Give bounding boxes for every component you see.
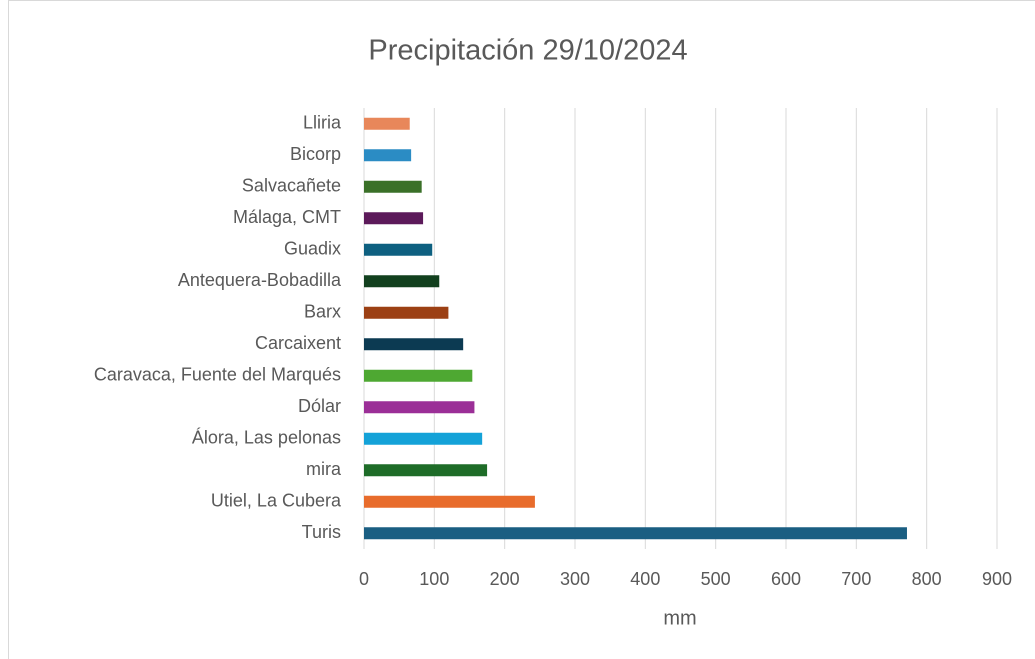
x-tick-label: 500 xyxy=(701,569,731,589)
y-tick-label: Bicorp xyxy=(290,144,341,164)
y-tick-label: Salvacañete xyxy=(242,176,341,196)
bar xyxy=(364,495,535,508)
y-tick-label: Turis xyxy=(302,522,341,542)
bar xyxy=(364,432,483,445)
bar xyxy=(364,527,907,540)
bar xyxy=(364,369,473,382)
bar xyxy=(364,306,449,319)
x-axis-label: mm xyxy=(663,607,696,629)
x-tick-label: 300 xyxy=(560,569,590,589)
y-tick-label: Guadix xyxy=(284,239,341,259)
y-tick-label: Carcaixent xyxy=(255,333,341,353)
bar xyxy=(364,275,440,288)
chart-title: Precipitación 29/10/2024 xyxy=(368,35,687,67)
y-tick-label: Málaga, CMT xyxy=(233,207,341,227)
bar xyxy=(364,338,464,351)
bar xyxy=(364,212,424,225)
x-tick-label: 200 xyxy=(490,569,520,589)
y-tick-label: Álora, Las pelonas xyxy=(192,428,341,448)
y-tick-label: Utiel, La Cubera xyxy=(211,491,342,511)
x-tick-label: 600 xyxy=(771,569,801,589)
chart-frame xyxy=(8,0,1035,659)
x-tick-label: 100 xyxy=(419,569,449,589)
bar xyxy=(364,401,475,414)
bar xyxy=(364,149,412,162)
y-tick-label: Lliria xyxy=(303,113,342,133)
x-tick-label: 400 xyxy=(630,569,660,589)
bar xyxy=(364,117,410,130)
x-tick-label: 700 xyxy=(841,569,871,589)
bar xyxy=(364,180,422,193)
y-tick-label: Dólar xyxy=(298,396,341,416)
bar xyxy=(364,464,488,477)
y-tick-label: Antequera-Bobadilla xyxy=(178,270,342,290)
y-tick-label: Caravaca, Fuente del Marqués xyxy=(94,365,341,385)
y-tick-label: Barx xyxy=(304,302,341,322)
y-tick-label: mira xyxy=(306,459,342,479)
x-tick-label: 900 xyxy=(982,569,1012,589)
x-tick-label: 0 xyxy=(359,569,369,589)
x-tick-label: 800 xyxy=(912,569,942,589)
bar xyxy=(364,243,433,256)
